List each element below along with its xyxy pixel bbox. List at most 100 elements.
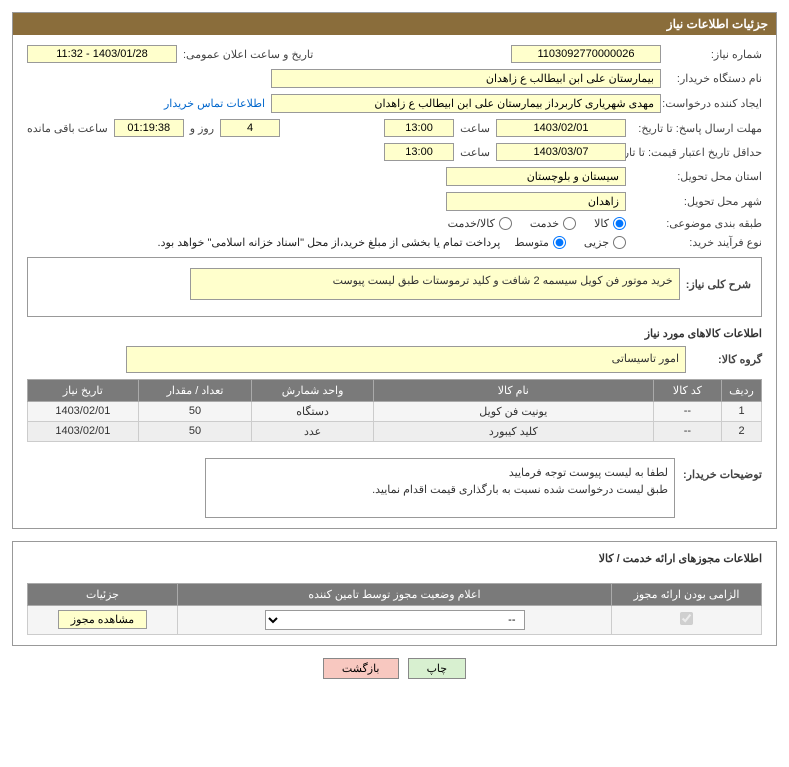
val-validity-time: 13:00 (384, 143, 454, 161)
radio-goods-input[interactable] (613, 217, 626, 230)
radio-goods-label: کالا (594, 217, 609, 230)
row-validity: حداقل تاریخ اعتبار قیمت: تا تاریخ: 1403/… (27, 143, 762, 161)
table-row: 1 -- یونیت فن کویل دستگاه 50 1403/02/01 (28, 401, 762, 421)
payment-note: پرداخت تمام یا بخشی از مبلغ خرید،از محل … (158, 236, 501, 249)
buyer-notes-line2: طبق لیست درخواست شده نسبت به بارگذاری قی… (212, 482, 668, 500)
print-button[interactable]: چاپ (408, 658, 467, 679)
radio-goods-service[interactable]: کالا/خدمت (448, 217, 512, 230)
goods-table: ردیف کد کالا نام کالا واحد شمارش تعداد /… (27, 379, 762, 442)
cell-unit: دستگاه (252, 401, 373, 421)
lbl-goods-group: گروه کالا: (692, 353, 762, 366)
lbl-province: استان محل تحویل: (632, 170, 762, 183)
radio-service-input[interactable] (563, 217, 576, 230)
detail-panel: جزئیات اطلاعات نیاز شماره نیاز: 11030927… (12, 12, 777, 529)
val-province: سیستان و بلوچستان (446, 167, 626, 186)
permits-title: اطلاعات مجوزهای ارائه خدمت / کالا (27, 552, 762, 565)
cell-status: -- (178, 605, 612, 634)
lbl-requester: ایجاد کننده درخواست: (667, 97, 762, 110)
contact-link[interactable]: اطلاعات تماس خریدار (164, 97, 265, 110)
radio-medium-input[interactable] (553, 236, 566, 249)
radio-partial-label: جزیی (584, 236, 609, 249)
val-deadline-time: 13:00 (384, 119, 454, 137)
radio-medium-label: متوسط (514, 236, 549, 249)
lbl-buyer-notes: توضیحات خریدار: (683, 450, 762, 481)
lbl-day-and: روز و (190, 122, 214, 135)
lbl-buyer-org: نام دستگاه خریدار: (667, 72, 762, 85)
radio-goods[interactable]: کالا (594, 217, 626, 230)
radio-service[interactable]: خدمت (530, 217, 576, 230)
th-code: کد کالا (653, 379, 721, 401)
permit-status-select[interactable]: -- (265, 610, 525, 630)
th-status: اعلام وضعیت مجوز توسط تامین کننده (178, 583, 612, 605)
lbl-remaining: ساعت باقی مانده (27, 122, 108, 135)
th-idx: ردیف (722, 379, 762, 401)
cell-qty: 50 (138, 421, 252, 441)
cell-mandatory (612, 605, 762, 634)
row-requester: ایجاد کننده درخواست: مهدی شهریاری کاربرد… (27, 94, 762, 113)
th-details: جزئیات (28, 583, 178, 605)
radio-partial[interactable]: جزیی (584, 236, 626, 249)
val-announce-dt: 1403/01/28 - 11:32 (27, 45, 177, 63)
cell-code: -- (653, 421, 721, 441)
radio-goods-service-label: کالا/خدمت (448, 217, 495, 230)
cell-date: 1403/02/01 (28, 421, 139, 441)
lbl-city: شهر محل تحویل: (632, 195, 762, 208)
table-row: 2 -- کلید کیبورد عدد 50 1403/02/01 (28, 421, 762, 441)
radio-service-label: خدمت (530, 217, 559, 230)
lbl-deadline: مهلت ارسال پاسخ: تا تاریخ: (632, 122, 762, 135)
cell-name: یونیت فن کویل (373, 401, 653, 421)
lbl-subject-class: طبقه بندی موضوعی: (632, 217, 762, 230)
val-buyer-notes: لطفا به لیست پیوست توجه فرمایید طبق لیست… (205, 458, 675, 518)
val-requester: مهدی شهریاری کاربرداز بیمارستان علی ابن … (271, 94, 661, 113)
lbl-time1: ساعت (460, 122, 490, 135)
th-date: تاریخ نیاز (28, 379, 139, 401)
lbl-validity: حداقل تاریخ اعتبار قیمت: تا تاریخ: (632, 146, 762, 159)
cell-idx: 1 (722, 401, 762, 421)
lbl-time2: ساعت (460, 146, 490, 159)
row-buyer-notes: توضیحات خریدار: لطفا به لیست پیوست توجه … (27, 450, 762, 518)
cell-date: 1403/02/01 (28, 401, 139, 421)
val-city: زاهدان (446, 192, 626, 211)
row-deadline: مهلت ارسال پاسخ: تا تاریخ: 1403/02/01 سا… (27, 119, 762, 137)
cell-qty: 50 (138, 401, 252, 421)
row-purchase-type: نوع فرآیند خرید: جزیی متوسط پرداخت تمام … (27, 236, 762, 249)
row-classification: طبقه بندی موضوعی: کالا خدمت کالا/خدمت (27, 217, 762, 230)
cell-idx: 2 (722, 421, 762, 441)
buyer-notes-line1: لطفا به لیست پیوست توجه فرمایید (212, 465, 668, 483)
th-qty: تعداد / مقدار (138, 379, 252, 401)
desc-inner-panel: شرح کلی نیاز: خرید موتور فن کویل سیسمه 2… (27, 257, 762, 317)
th-unit: واحد شمارش (252, 379, 373, 401)
permit-mandatory-checkbox (680, 612, 693, 625)
val-deadline-date: 1403/02/01 (496, 119, 626, 137)
permits-row: -- مشاهده مجوز (28, 605, 762, 634)
lbl-announce-dt: تاریخ و ساعت اعلان عمومی: (183, 48, 313, 61)
row-buyer-org: نام دستگاه خریدار: بیمارستان علی ابن ابی… (27, 69, 762, 88)
lbl-purchase-type: نوع فرآیند خرید: (632, 236, 762, 249)
val-goods-group: امور تاسیساتی (126, 346, 686, 373)
cell-code: -- (653, 401, 721, 421)
panel-title: جزئیات اطلاعات نیاز (13, 13, 776, 35)
goods-info-title: اطلاعات کالاهای مورد نیاز (27, 327, 762, 340)
row-goods-group: گروه کالا: امور تاسیساتی (27, 346, 762, 373)
lbl-need-no: شماره نیاز: (667, 48, 762, 61)
radio-partial-input[interactable] (613, 236, 626, 249)
permits-panel: اطلاعات مجوزهای ارائه خدمت / کالا الزامی… (12, 541, 777, 646)
view-permit-button[interactable]: مشاهده مجوز (58, 610, 147, 629)
val-buyer-org: بیمارستان علی ابن ابیطالب ع زاهدان (271, 69, 661, 88)
val-overall-desc: خرید موتور فن کویل سیسمه 2 شافت و کلید ت… (190, 268, 680, 300)
val-time-left: 01:19:38 (114, 119, 184, 137)
permits-table: الزامی بودن ارائه مجوز اعلام وضعیت مجوز … (27, 583, 762, 635)
cell-details: مشاهده مجوز (28, 605, 178, 634)
cell-name: کلید کیبورد (373, 421, 653, 441)
val-days-left: 4 (220, 119, 280, 137)
row-city: شهر محل تحویل: زاهدان (27, 192, 762, 211)
val-need-no: 1103092770000026 (511, 45, 661, 63)
radio-goods-service-input[interactable] (499, 217, 512, 230)
lbl-overall-desc: شرح کلی نیاز: (686, 278, 751, 291)
val-validity-date: 1403/03/07 (496, 143, 626, 161)
row-need-no: شماره نیاز: 1103092770000026 تاریخ و ساع… (27, 45, 762, 63)
cell-unit: عدد (252, 421, 373, 441)
radio-medium[interactable]: متوسط (514, 236, 566, 249)
back-button[interactable]: بازگشت (323, 658, 399, 679)
th-mandatory: الزامی بودن ارائه مجوز (612, 583, 762, 605)
